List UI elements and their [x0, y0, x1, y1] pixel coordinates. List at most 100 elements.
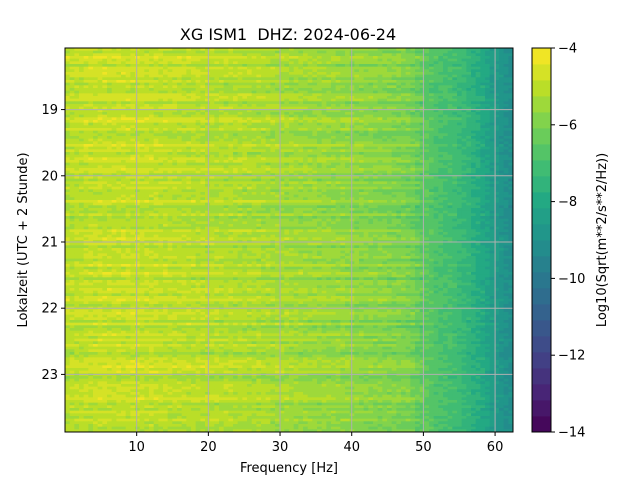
heatmap-cell [121, 66, 127, 70]
heatmap-cell [410, 77, 416, 81]
heatmap-cell [251, 122, 257, 126]
heatmap-cell [415, 48, 421, 52]
heatmap-cell [158, 64, 164, 68]
heatmap-cell [158, 114, 164, 118]
heatmap-cell [489, 96, 495, 100]
heatmap-cell [307, 117, 313, 121]
heatmap-cell [401, 98, 407, 102]
heatmap-cell [177, 146, 183, 150]
heatmap-cell [340, 74, 346, 78]
heatmap-cell [373, 82, 379, 86]
heatmap-cell [88, 66, 94, 70]
heatmap-cell [321, 122, 327, 126]
heatmap-cell [167, 112, 173, 116]
heatmap-cell [391, 112, 397, 116]
heatmap-cell [93, 146, 99, 150]
heatmap-cell [74, 90, 80, 94]
heatmap-cell [177, 90, 183, 94]
heatmap-cell [186, 125, 192, 129]
heatmap-cell [247, 56, 253, 60]
heatmap-cell [107, 114, 113, 118]
heatmap-cell [172, 85, 178, 89]
heatmap-cell [214, 130, 220, 134]
heatmap-cell [83, 104, 89, 108]
heatmap-cell [363, 141, 369, 145]
heatmap-cell [466, 90, 472, 94]
heatmap-cell [228, 80, 234, 84]
heatmap-cell [368, 64, 374, 68]
heatmap-cell [83, 146, 89, 150]
heatmap-cell [354, 48, 360, 52]
heatmap-cell [111, 82, 117, 86]
heatmap-cell [153, 136, 159, 140]
heatmap-cell [88, 90, 94, 94]
heatmap-cell [261, 66, 267, 70]
heatmap-cell [219, 128, 225, 132]
heatmap-cell [508, 48, 513, 52]
heatmap-cell [317, 61, 323, 65]
heatmap-cell [485, 66, 491, 70]
heatmap-cell [205, 136, 211, 140]
heatmap-cell [331, 56, 337, 60]
heatmap-cell [471, 56, 477, 60]
heatmap-cell [354, 125, 360, 129]
heatmap-cell [447, 128, 453, 132]
heatmap-cell [298, 98, 304, 102]
heatmap-cell [275, 61, 281, 65]
heatmap-cell [214, 50, 220, 54]
heatmap-cell [503, 114, 509, 118]
heatmap-cell [139, 130, 145, 134]
heatmap-cell [237, 50, 243, 54]
heatmap-cell [377, 90, 383, 94]
heatmap-cell [499, 128, 505, 132]
heatmap-cell [410, 69, 416, 73]
heatmap-cell [471, 133, 477, 137]
heatmap-cell [438, 50, 444, 54]
heatmap-cell [125, 98, 131, 102]
heatmap-cell [377, 114, 383, 118]
heatmap-cell [223, 85, 229, 89]
heatmap-cell [340, 122, 346, 126]
heatmap-cell [97, 109, 103, 113]
heatmap-cell [270, 48, 276, 52]
heatmap-cell [485, 130, 491, 134]
heatmap-cell [340, 146, 346, 150]
heatmap-cell [195, 56, 201, 60]
heatmap-cell [489, 128, 495, 132]
heatmap-cell [209, 85, 215, 89]
heatmap-cell [102, 66, 108, 70]
heatmap-cell [251, 117, 257, 121]
heatmap-cell [256, 109, 262, 113]
heatmap-cell [452, 93, 458, 97]
heatmap-cell [312, 58, 318, 62]
heatmap-cell [209, 112, 215, 116]
heatmap-cell [153, 53, 159, 57]
heatmap-cell [382, 138, 388, 142]
heatmap-cell [443, 141, 449, 145]
heatmap-cell [410, 85, 416, 89]
heatmap-cell [307, 122, 313, 126]
heatmap-cell [331, 64, 337, 68]
heatmap-cell [130, 104, 136, 108]
heatmap-cell [144, 74, 150, 78]
heatmap-cell [489, 130, 495, 134]
heatmap-cell [419, 82, 425, 86]
heatmap-cell [298, 88, 304, 92]
heatmap-cell [195, 66, 201, 70]
heatmap-cell [298, 125, 304, 129]
heatmap-cell [433, 128, 439, 132]
heatmap-cell [452, 77, 458, 81]
heatmap-cell [135, 128, 141, 132]
heatmap-cell [489, 112, 495, 116]
heatmap-cell [377, 112, 383, 116]
heatmap-cell [275, 104, 281, 108]
heatmap-cell [340, 138, 346, 142]
heatmap-cell [261, 106, 267, 110]
heatmap-cell [97, 74, 103, 78]
heatmap-cell [163, 146, 169, 150]
heatmap-cell [251, 130, 257, 134]
heatmap-cell [97, 77, 103, 81]
heatmap-cell [284, 117, 290, 121]
heatmap-cell [125, 58, 131, 62]
heatmap-cell [489, 61, 495, 65]
